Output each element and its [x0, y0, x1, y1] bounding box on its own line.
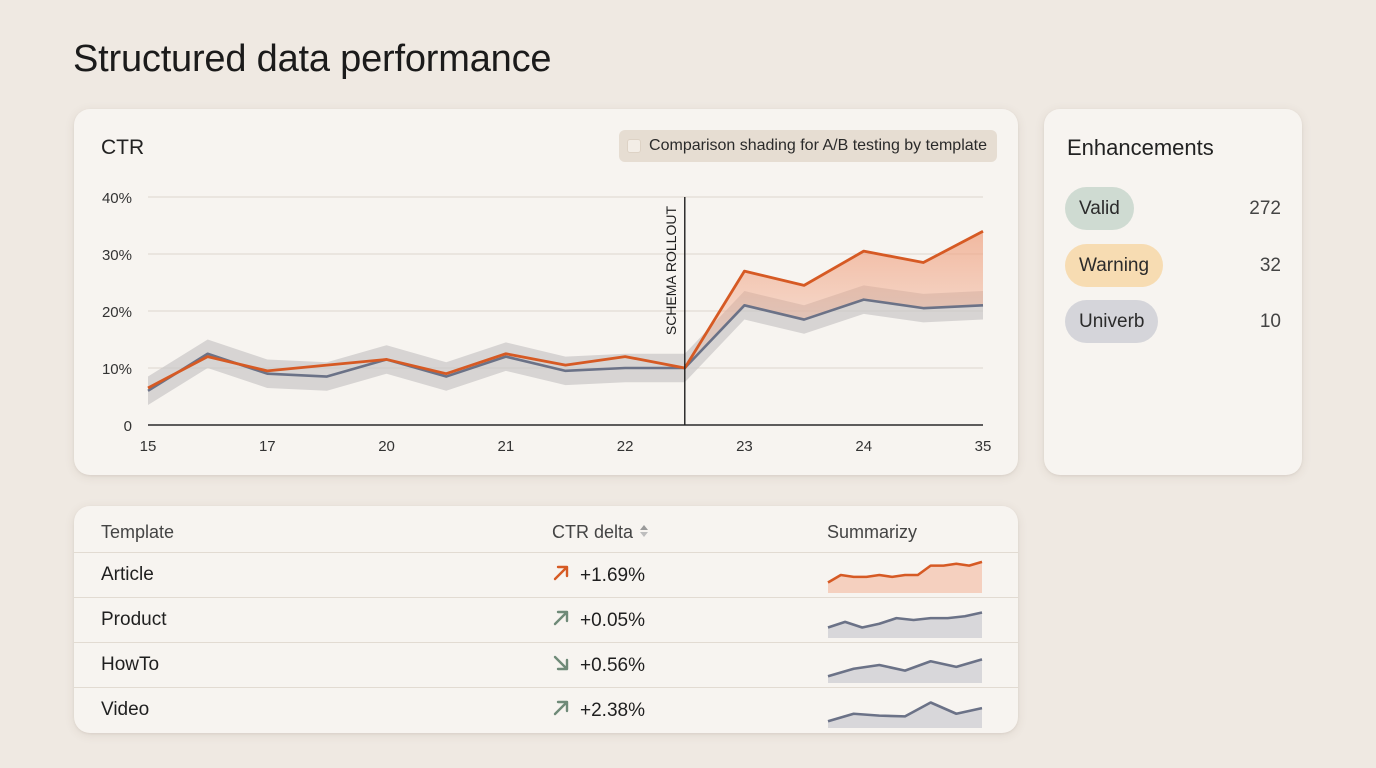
enhancement-row-warning[interactable]: Warning 32	[1065, 244, 1283, 287]
ctr-delta-cell: +2.38%	[552, 699, 645, 723]
ab-difference-area	[684, 231, 983, 368]
sparkline-area	[828, 561, 982, 593]
comparison-band	[148, 285, 983, 406]
sparkline	[827, 658, 983, 683]
sparkline-line	[827, 560, 983, 584]
column-header-ctr-delta[interactable]: CTR delta	[552, 522, 649, 544]
x-tick-label: 24	[855, 438, 872, 455]
y-tick-label: 40%	[102, 190, 132, 207]
ctr-delta-value: +2.38%	[580, 700, 645, 721]
status-pill-valid: Valid	[1065, 187, 1134, 230]
ctr-delta-value: +0.05%	[580, 610, 645, 631]
enhancement-row-valid[interactable]: Valid 272	[1065, 187, 1283, 230]
x-tick-label: 17	[259, 438, 276, 455]
x-tick-label: 23	[736, 438, 753, 455]
y-tick-label: 30%	[102, 247, 132, 264]
page-title: Structured data performance	[73, 38, 552, 80]
ctr-delta-cell: +1.69%	[552, 564, 645, 588]
y-tick-label: 10%	[102, 361, 132, 378]
chart-title: CTR	[101, 136, 145, 159]
series-line-primary	[147, 229, 984, 390]
sparkline	[827, 701, 983, 728]
template-name: HowTo	[101, 654, 160, 675]
trend-up-icon	[552, 564, 570, 588]
x-tick-label: 15	[140, 438, 157, 455]
x-tick-label: 35	[975, 438, 992, 455]
sparkline	[827, 560, 983, 593]
enhancements-title: Enhancements	[1067, 135, 1214, 160]
x-tick-label: 20	[378, 438, 395, 455]
sparkline-line	[827, 611, 983, 629]
enhancement-row-invalid[interactable]: Univerb 10	[1065, 300, 1283, 343]
legend-label: Comparison shading for A/B testing by te…	[649, 137, 987, 154]
series-line-secondary	[147, 298, 984, 392]
trend-down-icon	[552, 654, 570, 678]
template-name: Article	[101, 564, 154, 585]
ctr-delta-value: +0.56%	[580, 655, 645, 676]
ctr-delta-header-label: CTR delta	[552, 522, 634, 542]
rollout-annotation-label: SCHEMA ROLLOUT	[663, 206, 679, 336]
ctr-delta-value: +1.69%	[580, 565, 645, 586]
trend-up-icon	[552, 609, 570, 633]
sort-icon[interactable]	[639, 523, 649, 544]
sparkline-line	[827, 701, 983, 723]
x-tick-label: 21	[498, 438, 515, 455]
ctr-line-chart: 0 10% 20% 30% 40% 15 17 20 21 22 23 24 35 SCHEMA ROLL…	[102, 190, 992, 455]
warning-count: 32	[1259, 254, 1281, 276]
sparkline-line	[827, 658, 983, 678]
template-name: Video	[101, 699, 150, 720]
invalid-count: 10	[1259, 310, 1281, 332]
table-row[interactable]: HowTo +0.56%	[74, 642, 1018, 687]
x-tick-label: 22	[617, 438, 634, 455]
ctr-chart-card: CTR Comparison shading for A/B testing b…	[74, 109, 1018, 475]
comparison-legend-toggle[interactable]: Comparison shading for A/B testing by te…	[619, 130, 997, 162]
trend-up-icon	[552, 699, 570, 723]
sparkline	[827, 611, 983, 638]
status-pill-invalid: Univerb	[1065, 300, 1159, 343]
template-name: Product	[101, 609, 167, 630]
y-tick-label: 20%	[102, 304, 132, 321]
ctr-delta-cell: +0.05%	[552, 609, 645, 633]
column-header-template[interactable]: Template	[101, 522, 175, 542]
table-row[interactable]: Article +1.69%	[74, 552, 1018, 597]
status-pill-warning: Warning	[1065, 244, 1164, 287]
templates-table: Template CTR delta Summarizy Article +1.…	[74, 506, 1018, 733]
y-tick-label: 0	[124, 418, 132, 435]
valid-count: 272	[1249, 197, 1281, 219]
column-header-summary[interactable]: Summarizy	[827, 522, 918, 542]
table-row[interactable]: Video +2.38%	[74, 687, 1018, 732]
table-row[interactable]: Product +0.05%	[74, 597, 1018, 642]
ctr-delta-cell: +0.56%	[552, 654, 645, 678]
enhancements-card: Enhancements Valid 272 Warning 32 Univer…	[1044, 109, 1302, 475]
legend-swatch-icon	[627, 139, 642, 153]
